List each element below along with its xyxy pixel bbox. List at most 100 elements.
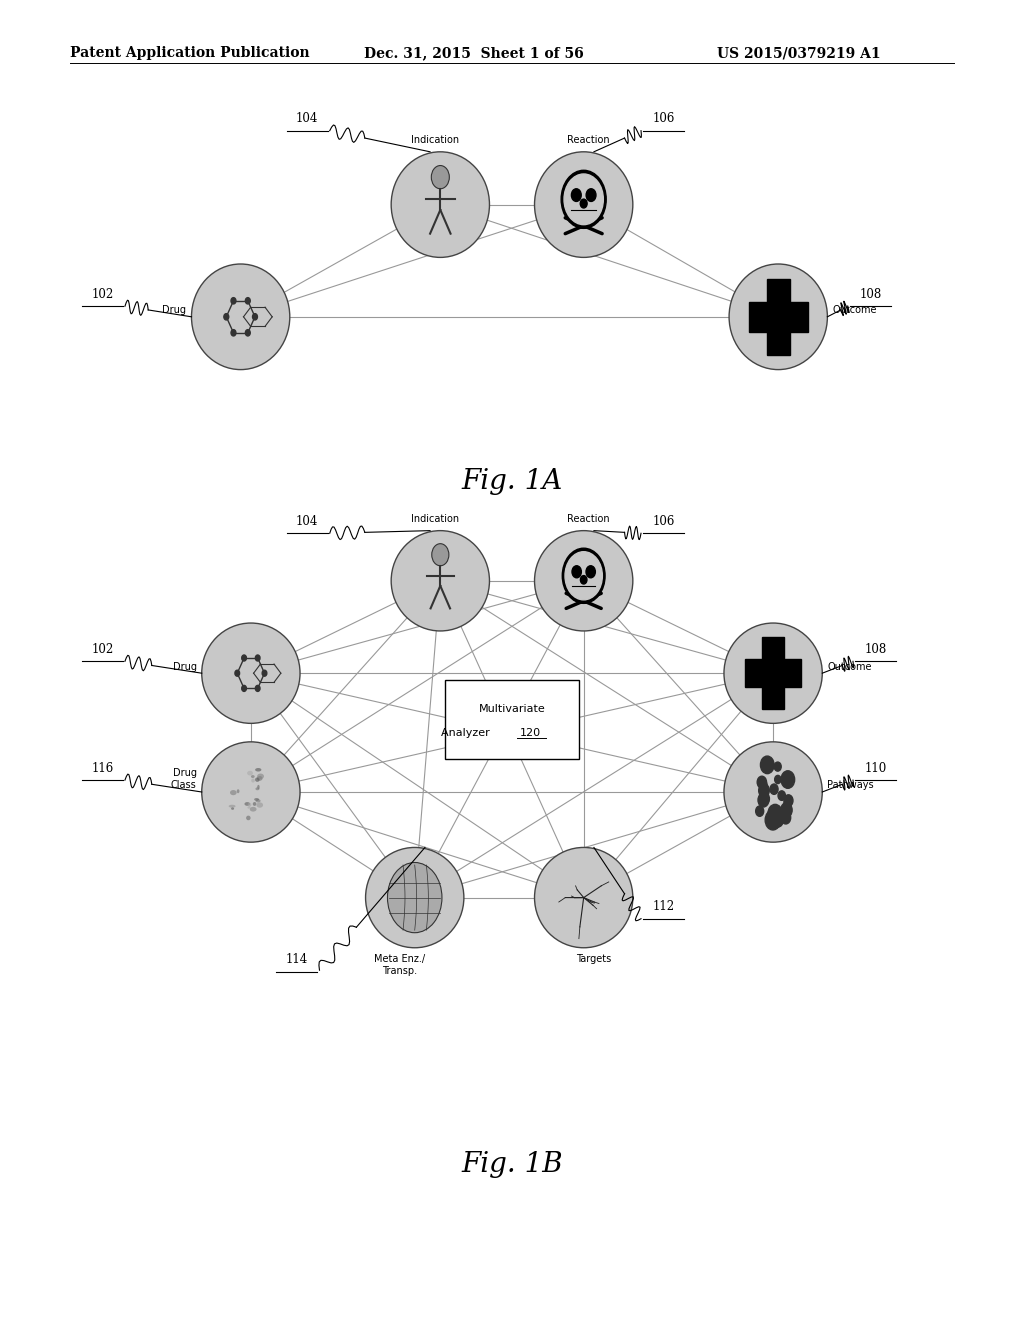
Ellipse shape [255, 777, 260, 781]
Ellipse shape [246, 816, 251, 820]
Circle shape [231, 330, 236, 337]
Circle shape [246, 297, 250, 304]
Text: Multivariate: Multivariate [478, 704, 546, 714]
Bar [762, 638, 784, 709]
Text: Patent Application Publication: Patent Application Publication [70, 46, 309, 61]
Ellipse shape [248, 803, 252, 807]
Circle shape [760, 780, 767, 791]
Ellipse shape [256, 803, 263, 808]
Circle shape [770, 784, 778, 795]
Text: Meta Enz./
Transp.: Meta Enz./ Transp. [374, 954, 425, 975]
Ellipse shape [255, 768, 261, 771]
Circle shape [571, 189, 582, 202]
Ellipse shape [255, 787, 259, 791]
Ellipse shape [724, 742, 822, 842]
Circle shape [231, 297, 236, 304]
Circle shape [780, 803, 793, 817]
Text: Reaction: Reaction [567, 513, 610, 524]
Text: 110: 110 [864, 762, 887, 775]
Bar [745, 659, 801, 688]
Circle shape [756, 807, 764, 816]
Circle shape [784, 795, 793, 807]
Bar [749, 302, 808, 331]
Text: Dec. 31, 2015  Sheet 1 of 56: Dec. 31, 2015 Sheet 1 of 56 [364, 46, 584, 61]
Text: 112: 112 [652, 900, 675, 913]
Text: 104: 104 [296, 112, 318, 125]
Text: Outcome: Outcome [827, 661, 871, 672]
Ellipse shape [391, 152, 489, 257]
Text: Reaction: Reaction [567, 135, 610, 145]
Text: Fig. 1B: Fig. 1B [461, 1151, 563, 1177]
Ellipse shape [366, 847, 464, 948]
Circle shape [387, 862, 442, 933]
Circle shape [262, 671, 267, 676]
Text: 120: 120 [520, 727, 541, 738]
Ellipse shape [248, 807, 251, 809]
Text: 116: 116 [91, 762, 114, 775]
Text: 102: 102 [91, 288, 114, 301]
Ellipse shape [202, 742, 300, 842]
Circle shape [234, 671, 240, 676]
Text: Drug: Drug [163, 305, 186, 315]
Circle shape [781, 771, 795, 788]
Ellipse shape [237, 789, 240, 793]
Circle shape [581, 576, 587, 583]
Text: 102: 102 [91, 643, 114, 656]
Text: Indication: Indication [412, 135, 459, 145]
Ellipse shape [535, 152, 633, 257]
Circle shape [784, 799, 792, 808]
Text: Fig. 1A: Fig. 1A [462, 469, 562, 495]
Circle shape [771, 812, 783, 828]
Text: Outcome: Outcome [833, 305, 877, 315]
Circle shape [246, 330, 250, 337]
Circle shape [774, 762, 781, 771]
Text: Drug: Drug [173, 661, 197, 672]
Ellipse shape [202, 623, 300, 723]
Circle shape [768, 804, 782, 822]
Ellipse shape [191, 264, 290, 370]
Ellipse shape [729, 264, 827, 370]
Circle shape [782, 807, 788, 814]
Circle shape [242, 655, 247, 661]
Circle shape [431, 165, 450, 189]
Text: 104: 104 [296, 515, 318, 528]
Circle shape [775, 775, 781, 784]
Ellipse shape [256, 799, 260, 803]
Circle shape [562, 548, 605, 603]
Ellipse shape [253, 803, 256, 807]
Text: Pathways: Pathways [827, 780, 874, 791]
Ellipse shape [257, 776, 262, 780]
Circle shape [564, 174, 603, 224]
Text: 108: 108 [859, 288, 882, 301]
Ellipse shape [247, 771, 253, 775]
Circle shape [581, 199, 587, 209]
Ellipse shape [245, 803, 250, 805]
Text: Indication: Indication [412, 513, 459, 524]
Text: Analyzer: Analyzer [441, 727, 494, 738]
Circle shape [432, 544, 449, 566]
Circle shape [778, 791, 785, 800]
Circle shape [761, 756, 774, 774]
Text: Drug
Class: Drug Class [171, 768, 197, 789]
Circle shape [758, 793, 769, 807]
Circle shape [255, 655, 260, 661]
Circle shape [757, 776, 767, 788]
Circle shape [586, 189, 596, 202]
Ellipse shape [251, 779, 255, 783]
Ellipse shape [251, 775, 255, 777]
Circle shape [586, 566, 595, 578]
Ellipse shape [250, 807, 257, 812]
Ellipse shape [230, 791, 237, 795]
Ellipse shape [257, 774, 264, 779]
Circle shape [565, 552, 602, 599]
Text: Targets: Targets [577, 954, 611, 965]
Circle shape [253, 314, 257, 319]
Text: 114: 114 [286, 953, 308, 966]
Circle shape [781, 812, 791, 824]
Circle shape [761, 793, 769, 804]
Ellipse shape [228, 805, 236, 808]
Circle shape [759, 784, 769, 797]
Circle shape [572, 566, 582, 578]
Bar [445, 680, 579, 759]
Circle shape [774, 808, 781, 817]
